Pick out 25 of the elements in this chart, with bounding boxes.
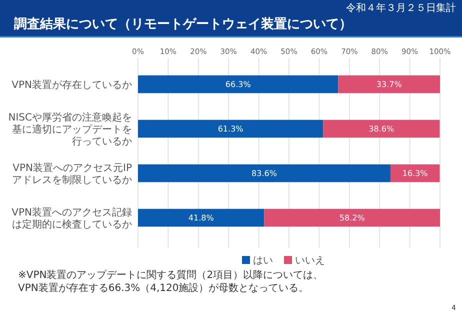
bar bbox=[390, 164, 440, 182]
bar bbox=[264, 208, 440, 227]
y-tick-label: VPN装置へのアクセス元IPアドレスを制限しているか bbox=[12, 162, 132, 186]
y-tick-label: NISCや厚労省の注意喚起を基に適切にアップデートを行っているか bbox=[8, 111, 132, 148]
bar bbox=[138, 120, 324, 138]
data-label: 16.3% bbox=[402, 169, 428, 178]
bar bbox=[138, 164, 390, 182]
y-tick-label: VPN装置が存在しているか bbox=[12, 78, 132, 91]
legend-label: いいえ bbox=[295, 256, 325, 266]
data-label: 83.6% bbox=[252, 169, 278, 178]
y-tick-label: VPN装置へのアクセス記録は定期的に検査しているか bbox=[12, 206, 132, 230]
bar bbox=[338, 75, 440, 94]
data-label: 33.7% bbox=[376, 80, 402, 90]
bar bbox=[323, 120, 440, 138]
legend-label: はい bbox=[253, 256, 273, 266]
text: ※VPN装置のアップデートに関する質問（2項目）以降については、VPN装置が存在する66.3%（4,120施設）が母数となっている。 bbox=[18, 269, 324, 294]
bar bbox=[138, 75, 338, 94]
data-label: 38.6% bbox=[368, 124, 395, 134]
data-label: 61.3% bbox=[218, 124, 244, 134]
data-label: 41.8% bbox=[188, 214, 214, 223]
chart-subtitle: 令和４年３月２５日集計 bbox=[346, 2, 456, 14]
bar bbox=[138, 208, 264, 227]
chart-title: 調査結果について（リモートゲートウェイ装置について） bbox=[14, 16, 352, 32]
data-label: 66.3% bbox=[225, 80, 252, 90]
data-label: 58.2% bbox=[339, 214, 366, 223]
